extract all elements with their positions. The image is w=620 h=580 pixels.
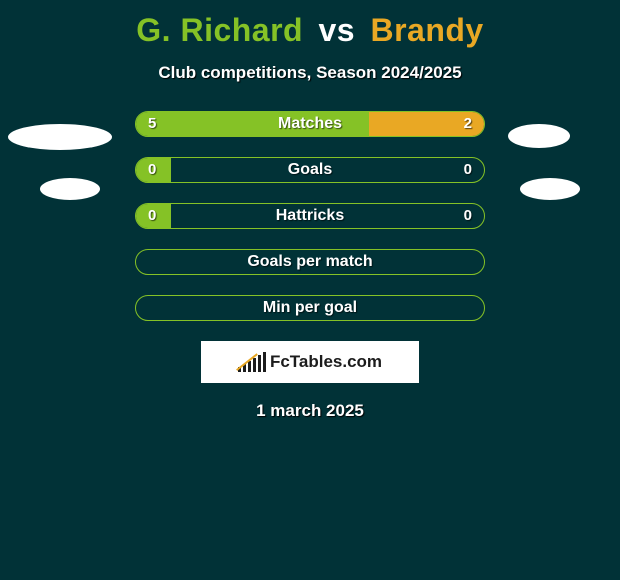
stat-label: Min per goal xyxy=(136,296,484,320)
stat-row: 00Goals xyxy=(135,157,485,183)
title-player2: Brandy xyxy=(370,12,483,48)
title-vs: vs xyxy=(318,12,355,48)
stat-label: Goals per match xyxy=(136,250,484,274)
logo: FcTables.com xyxy=(238,352,382,372)
stat-rows: 52Matches 00Goals 00Hattricks Goals per mat… xyxy=(135,111,485,321)
stat-label: Goals xyxy=(136,158,484,182)
logo-bar xyxy=(263,352,266,372)
logo-bar xyxy=(248,361,251,372)
stat-label: Matches xyxy=(136,112,484,136)
stat-row: 00Hattricks xyxy=(135,203,485,229)
logo-bar xyxy=(258,355,261,372)
title-player1: G. Richard xyxy=(136,12,303,48)
logo-bars-icon xyxy=(238,352,266,372)
logo-box: FcTables.com xyxy=(201,341,419,383)
stat-row: 52Matches xyxy=(135,111,485,137)
stat-row: Min per goal xyxy=(135,295,485,321)
subtitle: Club competitions, Season 2024/2025 xyxy=(0,63,620,83)
decoration-ellipse xyxy=(508,124,570,148)
logo-text: FcTables.com xyxy=(270,352,382,372)
logo-bar xyxy=(253,358,256,372)
decoration-ellipse xyxy=(40,178,100,200)
page-title: G. Richard vs Brandy xyxy=(0,0,620,49)
date-label: 1 march 2025 xyxy=(0,401,620,421)
decoration-ellipse xyxy=(520,178,580,200)
stat-row: Goals per match xyxy=(135,249,485,275)
decoration-ellipse xyxy=(8,124,112,150)
stat-label: Hattricks xyxy=(136,204,484,228)
